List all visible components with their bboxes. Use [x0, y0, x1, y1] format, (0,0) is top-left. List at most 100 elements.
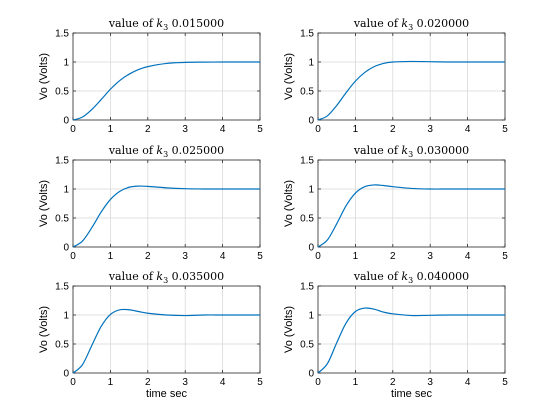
title-prefix: value of: [108, 270, 157, 283]
y-axis-label: Vo (Volts): [38, 180, 50, 227]
y-axis-label: Vo (Volts): [38, 53, 50, 100]
x-tick-label: 0: [315, 124, 321, 135]
x-axis-label: time sec: [391, 388, 432, 400]
x-tick-label: 5: [257, 377, 263, 388]
title-prefix: value of: [353, 17, 402, 30]
title-value: 0.040000: [413, 270, 469, 283]
plot-area: [72, 285, 261, 374]
x-tick-label: 1: [353, 251, 359, 262]
title-symbol: k: [401, 144, 408, 157]
title-prefix: value of: [108, 17, 157, 30]
y-tick-label: 0.5: [55, 214, 69, 225]
y-tick-label: 0.5: [55, 87, 69, 98]
x-tick-label: 0: [315, 377, 321, 388]
x-tick-label: 3: [182, 124, 188, 135]
x-tick-label: 4: [465, 124, 471, 135]
plot-area: [72, 32, 261, 121]
y-tick-label: 0.5: [300, 340, 314, 351]
title-symbol: k: [156, 144, 163, 157]
plot-area: [317, 32, 506, 121]
title-symbol: k: [156, 270, 163, 283]
title-symbol: k: [401, 17, 408, 30]
title-prefix: value of: [353, 270, 402, 283]
x-tick-label: 4: [465, 251, 471, 262]
y-tick-label: 0.5: [300, 87, 314, 98]
y-tick-label: 1: [63, 185, 69, 196]
x-tick-label: 2: [390, 377, 396, 388]
title-symbol: k: [156, 17, 163, 30]
x-tick-label: 4: [220, 124, 226, 135]
title-value: 0.030000: [413, 144, 469, 157]
series-line: [317, 307, 505, 374]
title-subscript: 3: [163, 276, 168, 285]
plot-area: [317, 159, 506, 248]
x-tick-label: 1: [108, 124, 114, 135]
y-tick-label: 0: [63, 369, 69, 380]
series-line: [72, 185, 260, 248]
title-value: 0.015000: [168, 17, 224, 30]
series-line: [72, 61, 260, 121]
y-tick-label: 0.5: [300, 214, 314, 225]
y-tick-label: 1.5: [300, 29, 314, 40]
title-value: 0.020000: [413, 17, 469, 30]
y-tick-label: 1: [63, 311, 69, 322]
title-value: 0.025000: [168, 144, 224, 157]
title-subscript: 3: [163, 23, 168, 32]
y-tick-label: 1: [308, 311, 314, 322]
y-tick-label: 0: [308, 243, 314, 254]
y-tick-label: 0: [308, 116, 314, 127]
x-tick-label: 2: [390, 251, 396, 262]
series-line: [317, 184, 505, 248]
x-tick-label: 0: [70, 124, 76, 135]
x-tick-label: 5: [502, 251, 508, 262]
x-tick-label: 5: [257, 124, 263, 135]
title-prefix: value of: [353, 144, 402, 157]
x-tick-label: 0: [70, 251, 76, 262]
x-tick-label: 1: [108, 377, 114, 388]
x-tick-label: 2: [145, 377, 151, 388]
x-tick-label: 0: [70, 377, 76, 388]
x-tick-label: 1: [353, 377, 359, 388]
subplot-title: value of k3 0.020000: [353, 17, 469, 32]
x-tick-label: 4: [465, 377, 471, 388]
title-symbol: k: [401, 270, 408, 283]
x-tick-label: 4: [220, 251, 226, 262]
x-tick-label: 3: [427, 251, 433, 262]
series-line: [72, 308, 260, 374]
y-tick-label: 1.5: [300, 156, 314, 167]
subplot-title: value of k3 0.025000: [108, 144, 224, 159]
y-axis-label: Vo (Volts): [283, 306, 295, 353]
x-tick-label: 2: [390, 124, 396, 135]
y-tick-label: 1: [308, 185, 314, 196]
x-tick-label: 3: [427, 377, 433, 388]
y-axis-label: Vo (Volts): [283, 53, 295, 100]
title-subscript: 3: [163, 150, 168, 159]
plot-area: [317, 285, 506, 374]
x-tick-label: 5: [502, 377, 508, 388]
y-tick-label: 1: [308, 58, 314, 69]
title-prefix: value of: [108, 144, 157, 157]
y-tick-label: 0: [308, 369, 314, 380]
title-subscript: 3: [408, 23, 413, 32]
subplot-title: value of k3 0.035000: [108, 270, 224, 285]
x-axis-label: time sec: [146, 388, 187, 400]
x-tick-label: 1: [353, 124, 359, 135]
x-tick-label: 3: [182, 251, 188, 262]
plot-area: [72, 159, 261, 248]
x-tick-label: 3: [427, 124, 433, 135]
title-value: 0.035000: [168, 270, 224, 283]
x-tick-label: 1: [108, 251, 114, 262]
x-tick-label: 2: [145, 251, 151, 262]
x-tick-label: 2: [145, 124, 151, 135]
x-tick-label: 5: [502, 124, 508, 135]
y-tick-label: 1.5: [55, 29, 69, 40]
y-axis-label: Vo (Volts): [283, 180, 295, 227]
title-subscript: 3: [408, 150, 413, 159]
x-tick-label: 3: [182, 377, 188, 388]
